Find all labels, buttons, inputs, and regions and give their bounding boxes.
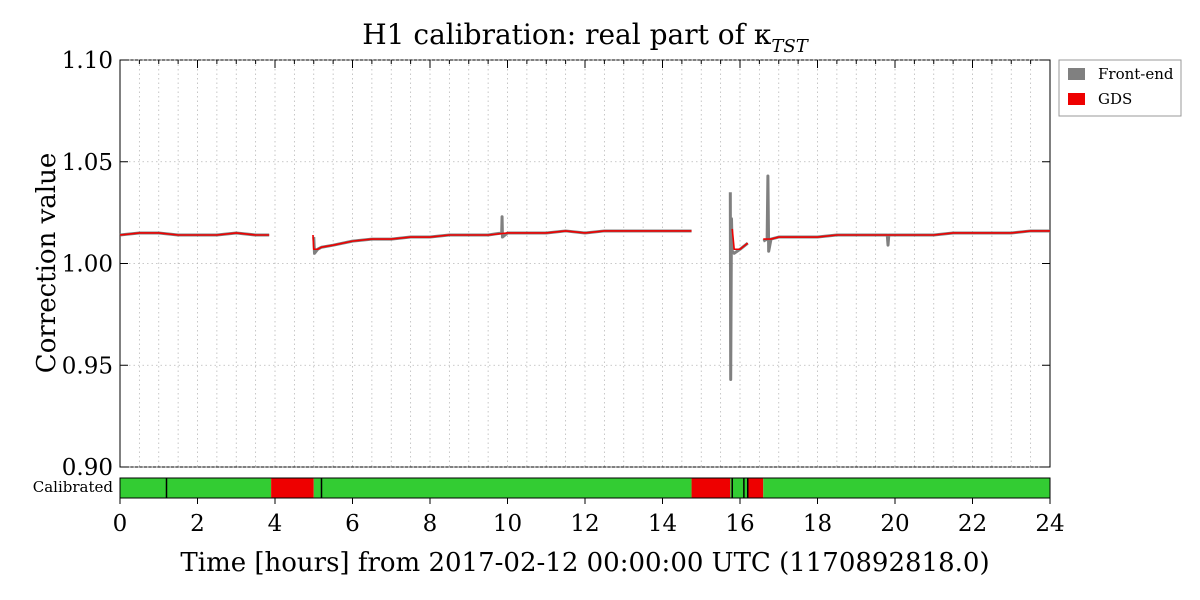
calibrated-status-bar: Calibrated — [33, 477, 1051, 499]
chart-title: H1 calibration: real part of κTST — [362, 18, 809, 57]
y-tick-label: 1.10 — [62, 48, 113, 74]
x-axis-ticks: 0 2 4 6 8 10 12 14 16 18 20 22 24 — [113, 60, 1065, 537]
x-tick-label: 4 — [268, 511, 283, 537]
legend-swatch-front-end — [1068, 68, 1085, 80]
x-tick-label: 12 — [570, 511, 599, 537]
status-segment-ok — [120, 478, 272, 498]
x-tick-label: 22 — [958, 511, 987, 537]
x-tick-label: 0 — [113, 511, 128, 537]
x-tick-label: 10 — [493, 511, 522, 537]
series-layer — [119, 174, 1050, 381]
y-tick-label: 0.95 — [62, 353, 113, 379]
status-segment-bad — [691, 478, 731, 498]
series-line-gds — [119, 228, 1050, 251]
status-segment-ok — [763, 478, 1050, 498]
legend: Front-end GDS — [1058, 59, 1182, 117]
x-tick-label: 20 — [880, 511, 909, 537]
y-tick-label: 1.00 — [62, 252, 113, 278]
x-tick-label: 18 — [803, 511, 832, 537]
x-tick-label: 2 — [190, 511, 205, 537]
plot-area: 0.90 0.95 1.00 1.05 1.10 — [62, 48, 1051, 481]
x-tick-label: 16 — [725, 511, 754, 537]
x-axis-label: Time [hours] from 2017-02-12 00:00:00 UT… — [180, 548, 989, 578]
x-tick-label: 14 — [648, 511, 677, 537]
legend-swatch-gds — [1068, 93, 1085, 105]
y-tick-label: 0.90 — [62, 455, 113, 481]
legend-label-front-end: Front-end — [1098, 65, 1174, 83]
y-axis-ticks: 0.90 0.95 1.00 1.05 1.10 — [62, 48, 1050, 481]
status-segments — [120, 478, 1050, 498]
x-tick-label: 6 — [345, 511, 360, 537]
chart-title-main: H1 calibration: real part of κ — [362, 18, 772, 51]
legend-label-gds: GDS — [1098, 90, 1132, 108]
status-bar-label: Calibrated — [33, 478, 114, 496]
status-segment-bad — [271, 478, 314, 498]
status-segment-ok — [313, 478, 692, 498]
x-tick-label: 8 — [423, 511, 438, 537]
x-tick-label: 24 — [1035, 511, 1064, 537]
y-tick-label: 1.05 — [62, 150, 113, 176]
chart-title-subscript: TST — [771, 36, 809, 57]
y-axis-label: Correction value — [32, 153, 62, 373]
status-segment-bad — [747, 478, 764, 498]
